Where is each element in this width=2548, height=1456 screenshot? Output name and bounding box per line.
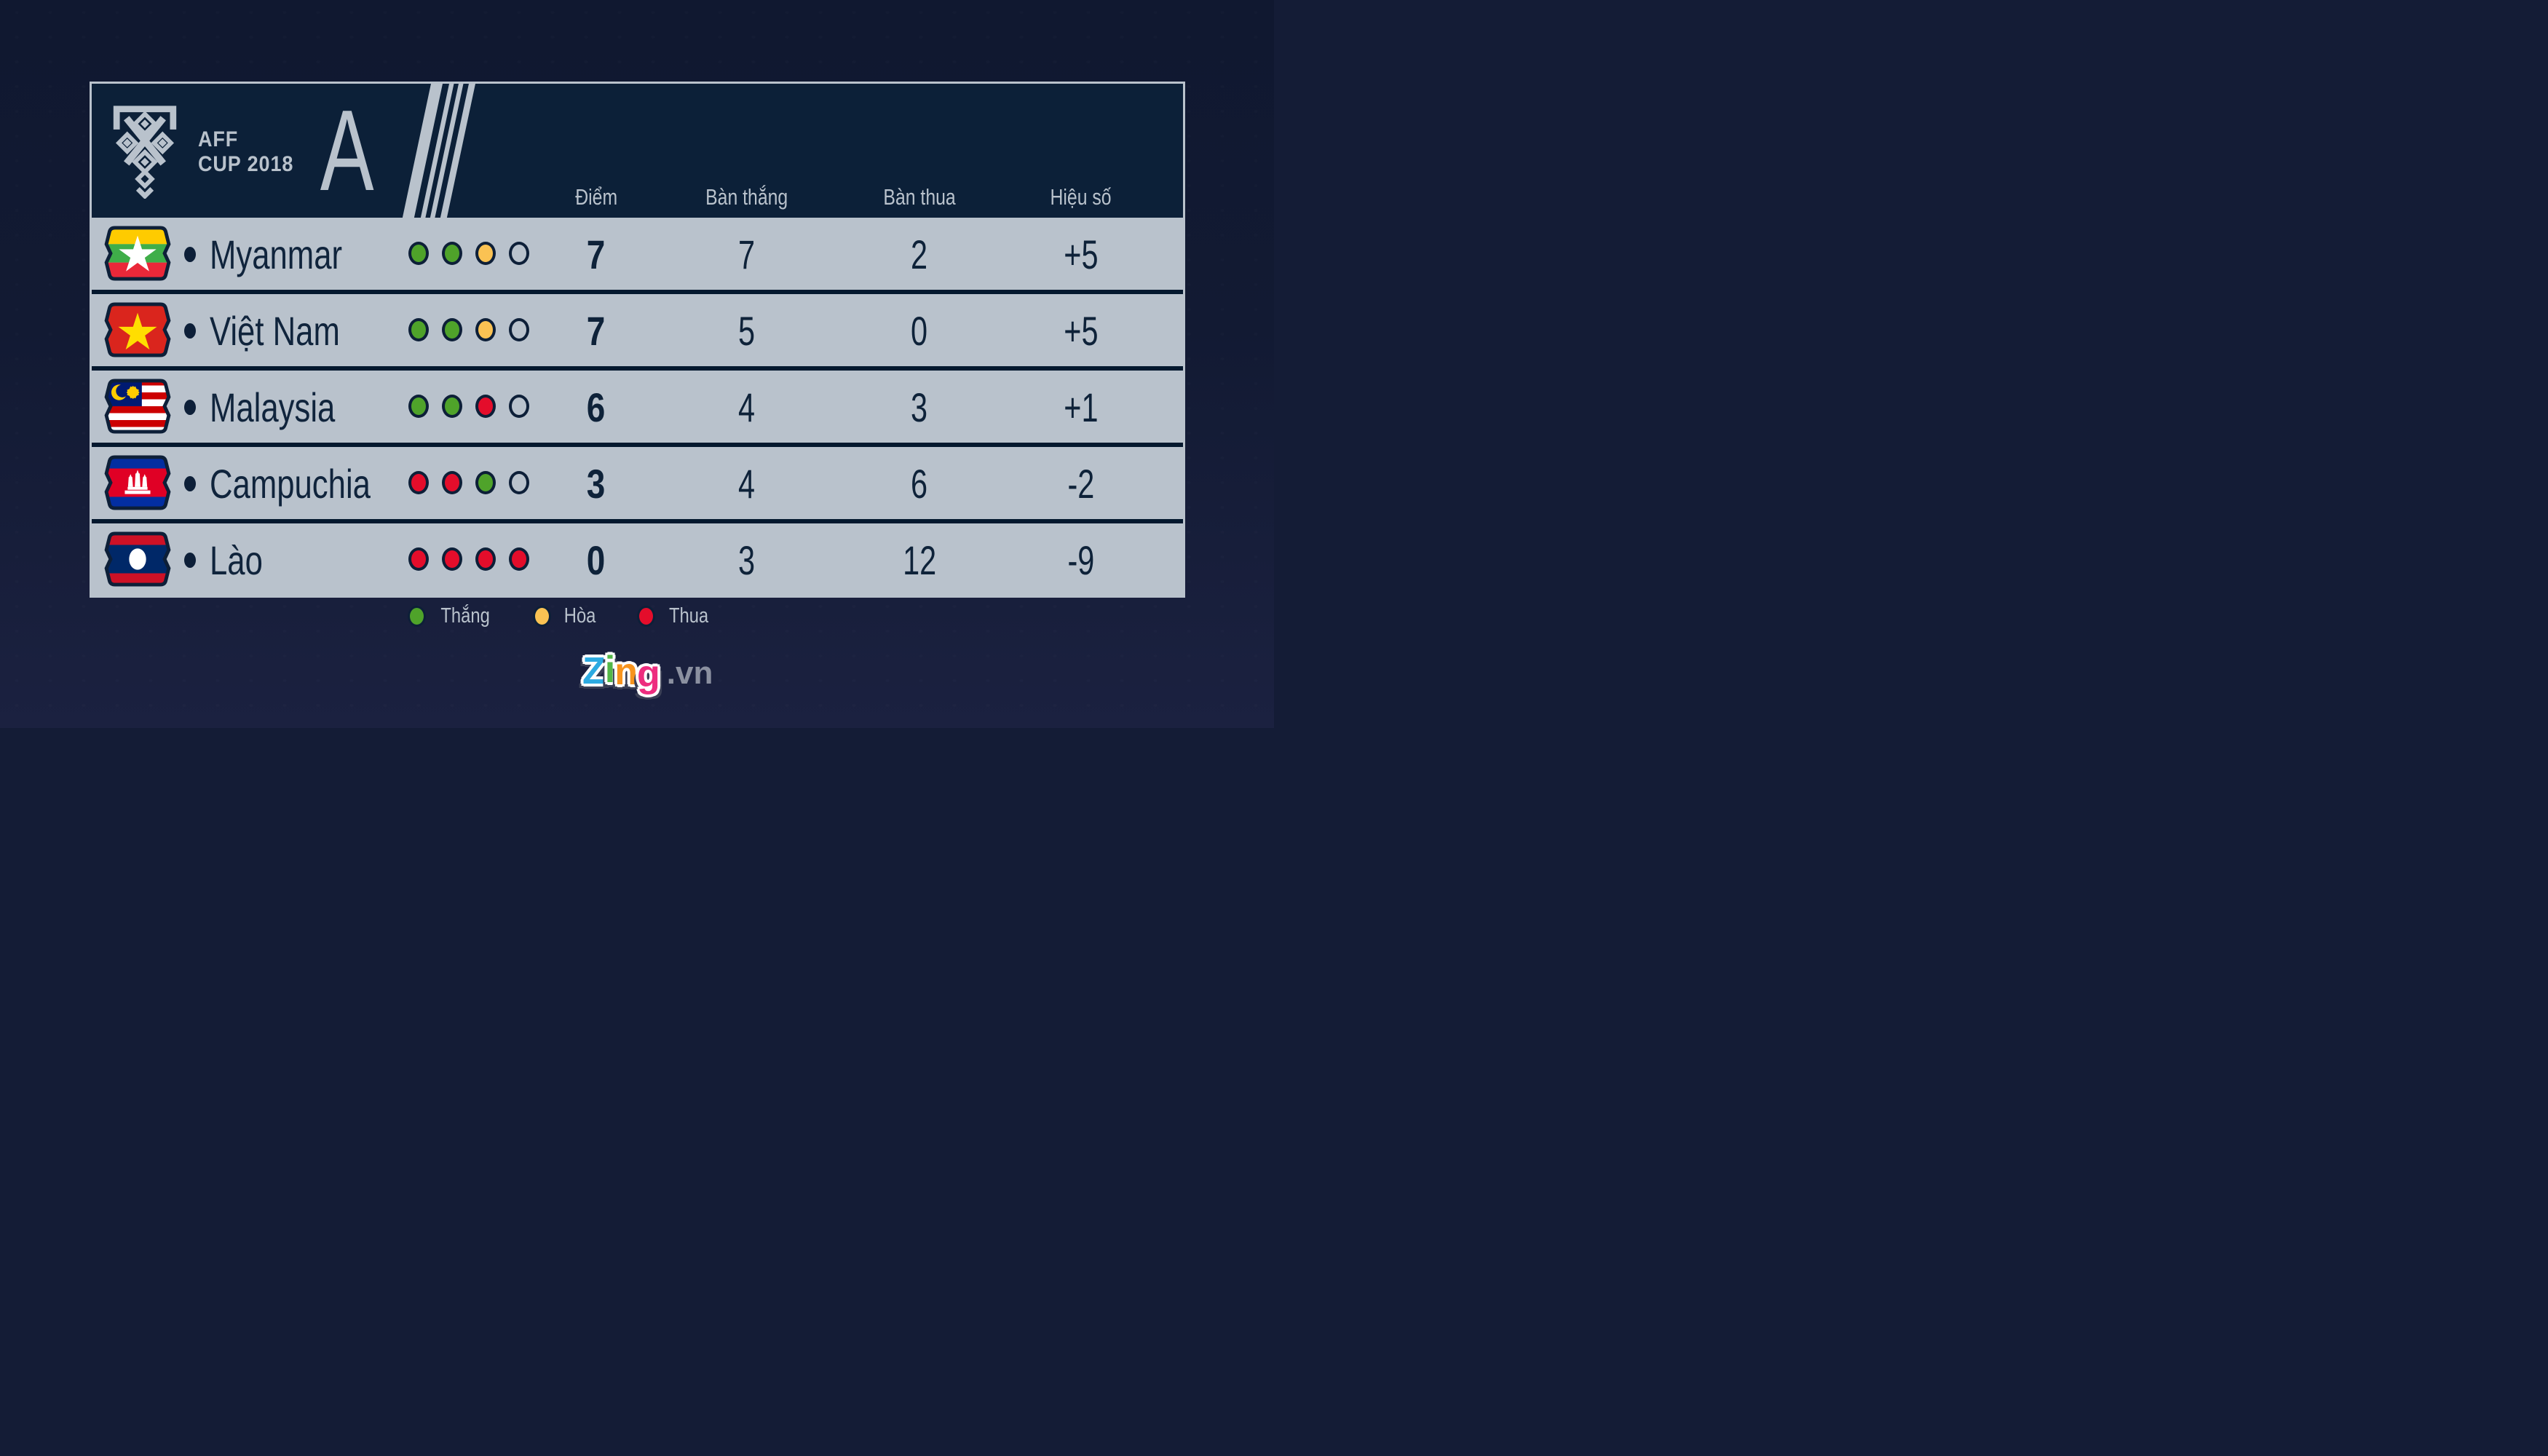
form-dot-empty [509,395,529,418]
aff-cup-logo-icon [113,106,177,199]
goal-diff-value: -2 [1067,461,1095,507]
team-row: Myanmar 7 7 2 +5 [92,218,1183,294]
goal-diff-value: +1 [1064,384,1099,430]
goal-diff-value: -9 [1067,537,1095,583]
goal-diff-value: +5 [1064,308,1099,354]
goals-against-value: 6 [911,461,928,507]
zing-letter: g [636,653,660,695]
zing-letter: i [604,649,615,691]
form-dot-win [475,471,496,494]
form-dot-loss [442,547,462,571]
diagonal-stripes-icon [402,84,475,218]
goals-for-value: 4 [738,384,756,430]
form-dots [408,395,542,418]
team-row: Lào 0 3 12 -9 [92,523,1183,596]
form-dots [408,547,542,571]
standings-table: AFF CUP 2018 A Điểm Bàn thắng Bàn thua Hi… [90,82,1185,598]
team-name: Campuchia [210,461,371,507]
form-legend: Thắng Hòa Thua [408,604,713,628]
form-dot-win [442,395,462,418]
bullet-icon [184,247,196,262]
table-header: AFF CUP 2018 A Điểm Bàn thắng Bàn thua Hi… [92,84,1183,218]
zing-suffix: .vn [666,654,713,691]
column-header-goals-for: Bàn thắng [705,184,788,210]
goal-diff-value: +5 [1064,232,1099,277]
team-row: Malaysia 6 4 3 +1 [92,371,1183,447]
form-dot-loss [442,471,462,494]
form-dot-draw [475,242,496,265]
team-flag-icon [102,302,173,357]
form-dot-empty [509,318,529,341]
team-row: Campuchia 3 4 6 -2 [92,447,1183,523]
legend-dot-icon [637,606,656,627]
form-dot-win [408,242,429,265]
goals-against-value: 12 [902,537,937,583]
column-header-points: Điểm [575,184,617,210]
bullet-icon [184,323,196,339]
form-dot-loss [408,471,429,494]
form-dot-empty [509,242,529,265]
points-value: 7 [587,232,606,277]
points-value: 7 [587,308,606,354]
form-dot-draw [475,318,496,341]
goals-against-value: 0 [911,308,928,354]
form-dot-loss [475,547,496,571]
team-name: Việt Nam [210,308,340,354]
form-dot-empty [509,471,529,494]
legend-label: Thắng [440,604,490,628]
legend-dot-icon [408,606,426,627]
team-row: Việt Nam 7 5 0 +5 [92,294,1183,371]
legend-item: Thua [637,604,713,628]
form-dots [408,471,542,494]
form-dot-win [442,318,462,341]
tournament-title: AFF CUP 2018 [198,127,294,176]
form-dot-loss [509,547,529,571]
legend-item: Thắng [408,604,495,628]
form-dots [408,318,542,341]
table-body: Myanmar 7 7 2 +5 Việt Nam 7 5 0 +5 [92,218,1183,596]
goals-for-value: 3 [738,537,756,583]
goals-against-value: 3 [911,384,928,430]
bullet-icon [184,400,196,415]
points-value: 3 [587,461,606,507]
points-value: 0 [587,537,606,583]
team-name: Malaysia [210,384,336,430]
form-dot-win [442,242,462,265]
team-name: Myanmar [210,232,343,277]
form-dot-win [408,395,429,418]
team-flag-icon [102,379,173,434]
team-flag-icon [102,226,173,281]
legend-dot-icon [533,606,552,627]
legend-item: Hòa [533,604,599,628]
team-name: Lào [210,537,263,583]
goals-for-value: 7 [738,232,756,277]
points-value: 6 [587,384,606,430]
column-header-goal-diff: Hiệu số [1050,184,1112,210]
group-letter: A [320,86,374,215]
goals-against-value: 2 [911,232,928,277]
goals-for-value: 4 [738,461,756,507]
form-dot-win [408,318,429,341]
legend-label: Thua [669,604,709,628]
form-dots [408,242,542,265]
zing-letter: n [614,651,638,693]
zing-letter: Z [582,650,606,692]
column-header-goals-against: Bàn thua [883,184,956,210]
form-dot-loss [408,547,429,571]
legend-label: Hòa [564,604,596,628]
bullet-icon [184,553,196,568]
bullet-icon [184,476,196,491]
goals-for-value: 5 [738,308,756,354]
team-flag-icon [102,455,173,510]
team-flag-icon [102,531,173,587]
form-dot-loss [475,395,496,418]
